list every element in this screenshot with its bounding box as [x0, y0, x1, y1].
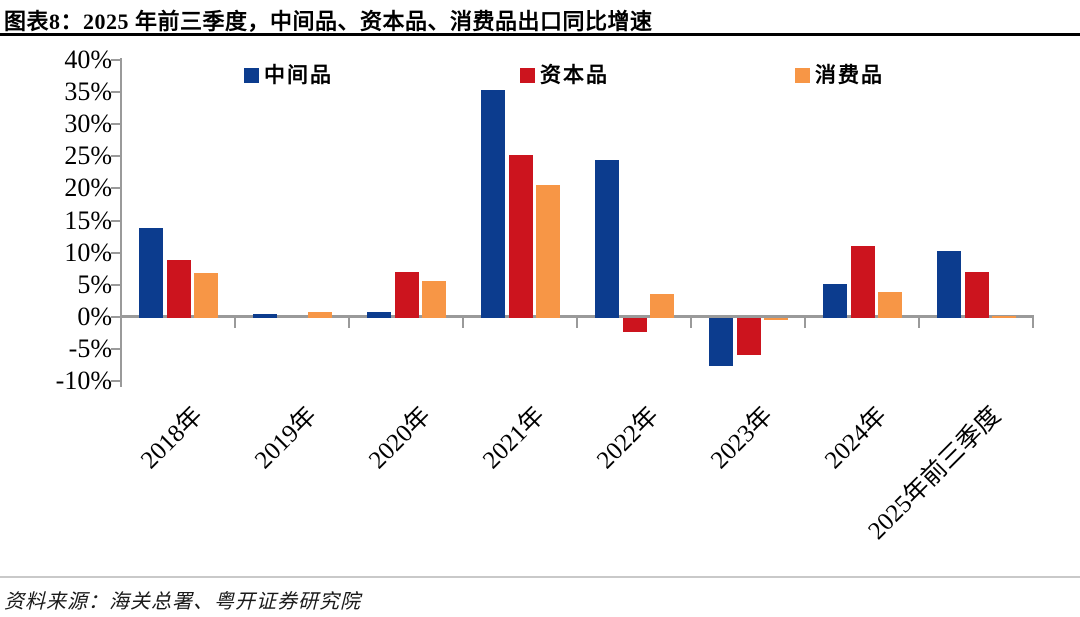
y-axis-tick	[111, 380, 120, 382]
y-axis-label: 30%	[64, 109, 112, 139]
y-axis-tick	[111, 187, 120, 190]
legend-swatch-icon	[244, 68, 259, 83]
y-axis-tick	[111, 283, 120, 286]
bar-中间品-2024年	[823, 284, 847, 319]
y-axis-tick	[111, 347, 120, 350]
legend-swatch-icon	[520, 68, 535, 83]
x-axis-tick	[804, 318, 806, 329]
bar-中间品-2020年	[367, 312, 391, 319]
x-axis-tick	[462, 318, 464, 329]
bar-资本品-2025年前三季度	[964, 271, 989, 319]
bar-消费品-2021年	[536, 184, 561, 319]
x-axis-tick	[576, 318, 578, 329]
bar-消费品-2025年前三季度	[992, 316, 1017, 319]
bar-中间品-2021年	[481, 90, 505, 319]
y-axis-tick	[111, 315, 120, 318]
legend-label: 资本品	[540, 63, 609, 87]
x-axis-tick	[1032, 318, 1034, 329]
y-axis-tick	[111, 219, 120, 222]
x-axis-line	[120, 315, 1034, 319]
bar-资本品-2021年	[508, 155, 533, 319]
legend-swatch-icon	[795, 68, 810, 83]
bar-资本品-2020年	[394, 271, 419, 319]
y-axis-tick	[111, 59, 120, 61]
bar-中间品-2019年	[253, 314, 277, 319]
x-axis-tick	[120, 318, 122, 329]
y-axis-label: -5%	[68, 333, 112, 363]
bar-中间品-2023年	[709, 318, 733, 367]
figure-title: 图表8：2025 年前三季度，中间品、资本品、消费品出口同比增速	[4, 9, 653, 34]
bar-消费品-2023年	[764, 318, 789, 321]
y-axis-label: 25%	[64, 141, 112, 171]
bar-中间品-2022年	[595, 160, 619, 319]
y-axis-label: 15%	[64, 205, 112, 235]
bar-资本品-2023年	[736, 318, 761, 355]
y-axis-tick	[111, 251, 120, 254]
y-axis-label: 40%	[64, 45, 112, 74]
bar-资本品-2018年	[166, 259, 191, 319]
source-note: 资料来源：海关总署、粤开证券研究院	[4, 591, 361, 613]
legend-label: 消费品	[815, 63, 884, 87]
x-axis-tick	[690, 318, 692, 329]
y-axis-tick	[111, 91, 120, 94]
bar-消费品-2018年	[194, 273, 219, 319]
y-axis-label: 5%	[77, 269, 112, 299]
bar-消费品-2019年	[308, 312, 333, 319]
legend-label: 中间品	[264, 63, 333, 87]
bar-资本品-2024年	[850, 246, 875, 319]
bar-消费品-2024年	[878, 291, 903, 319]
bar-消费品-2022年	[650, 293, 675, 319]
bar-资本品-2022年	[622, 318, 647, 333]
bar-消费品-2020年	[422, 281, 447, 319]
x-axis-tick	[348, 318, 350, 329]
y-axis-tick	[111, 123, 120, 126]
bar-中间品-2025年前三季度	[937, 250, 961, 319]
x-axis-tick	[234, 318, 236, 329]
x-axis-tick	[918, 318, 920, 329]
y-axis-label: 20%	[64, 173, 112, 203]
y-axis-tick	[111, 155, 120, 158]
title-underline	[0, 33, 1080, 36]
y-axis-label: 10%	[64, 237, 112, 267]
footer-divider	[0, 576, 1080, 578]
bar-中间品-2018年	[139, 228, 163, 319]
y-axis-label: 35%	[64, 77, 112, 107]
y-axis-label: 0%	[77, 301, 112, 331]
y-axis-label: -10%	[55, 366, 112, 395]
y-axis-line	[120, 58, 122, 387]
